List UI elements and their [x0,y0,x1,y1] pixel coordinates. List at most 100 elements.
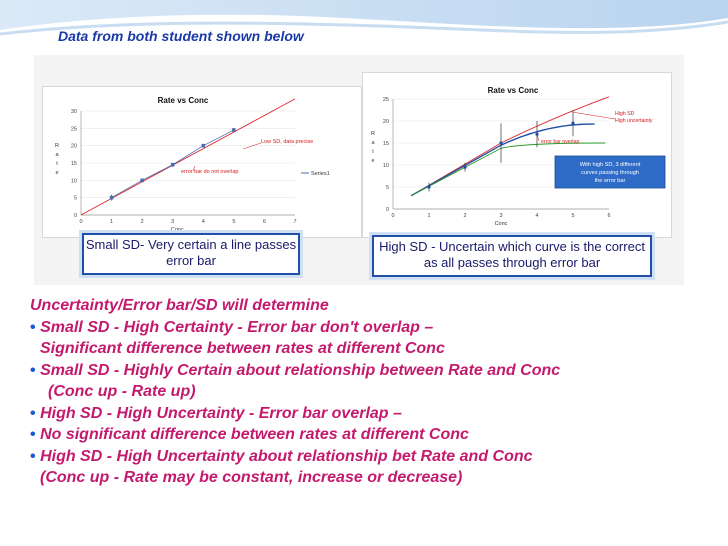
data-point [427,185,431,189]
y-axis-title-letter: e [371,158,374,164]
y-axis-title-letter: R [55,143,59,149]
y-tick-label: 25 [383,97,389,103]
x-tick-label: 5 [232,219,235,225]
y-tick-label: 5 [74,196,77,202]
y-tick-label: 25 [71,126,77,132]
chart-note-line: curves passing through [581,170,639,176]
annotation-no-overlap: error bar do not overlap [181,169,238,175]
y-tick-label: 10 [71,178,77,184]
annotation-arrow [572,111,616,120]
body-heading: Uncertainty/Error bar/SD will determine [30,297,329,314]
slide-title: Data from both student shown below [58,28,304,44]
annotation-arrow [242,142,262,150]
x-tick-label: 1 [427,213,430,219]
bullet-dot: • [30,361,36,379]
header-wave-decoration [0,0,728,36]
bullet-text-5: High SD - High Uncertainty about relatio… [40,447,533,465]
annotation-low-sd: Low SD, data precise [261,139,313,145]
y-tick-label: 0 [386,207,389,213]
bullet-dot: • [30,447,36,465]
chart-title: Rate vs Conc [488,86,539,95]
y-axis-title-letter: a [371,140,375,146]
data-point [109,195,114,200]
y-tick-label: 30 [71,109,77,115]
x-tick-label: 3 [171,219,174,225]
x-tick-label: 6 [607,213,610,219]
bullet-text-4: No significant difference between rates … [40,426,469,443]
chart-note-box [554,155,666,189]
x-tick-label: 4 [535,213,538,219]
curve-increasing [410,96,610,197]
y-axis-title-letter: R [371,131,375,137]
bullet-line-2-cont: (Conc up - Rate up) [30,381,710,403]
bullet-text-2-cont: (Conc up - Rate up) [48,383,196,400]
x-axis-title: Conc [495,221,508,227]
curve-saturating [410,123,595,197]
x-tick-label: 7 [293,219,296,225]
x-tick-label: 3 [499,213,502,219]
data-point [170,162,175,167]
y-axis-title-letter: e [55,170,58,176]
y-axis-title-letter: a [55,152,59,158]
y-tick-label: 5 [386,185,389,191]
bullet-text-3: High SD - High Uncertainty - Error bar o… [40,404,402,422]
callout-left: Small SD- Very certain a line passes err… [82,233,300,275]
x-axis-title: Conc [171,227,184,233]
right-chart: Rate vs Conc 0 5 10 15 20 25 0 1 2 3 4 5 6 Conc Rate Hig… [371,86,666,227]
x-tick-label: 4 [202,219,205,225]
x-tick-label: 0 [79,219,82,225]
bullet-line-2: • Small SD - Highly Certain about relati… [30,360,710,382]
x-tick-label: 1 [110,219,113,225]
annotation-overlap: error bar overlap [541,139,579,145]
legend-label: Series1 [311,171,330,177]
y-tick-label: 0 [74,213,77,219]
annotation-arrow [536,134,540,142]
bullet-line-5-cont: (Conc up - Rate may be constant, increas… [30,467,710,489]
bullet-text-2: Small SD - Highly Certain about relation… [40,361,561,379]
bullet-text-1-cont: Significant difference between rates at … [40,340,445,357]
bullet-dot: • [30,426,36,443]
y-tick-label: 20 [383,119,389,125]
callout-right-text: High SD - Uncertain which curve is the c… [379,239,645,270]
y-tick-label: 10 [383,163,389,169]
annotation-high-uncertainty: High uncertainty [615,118,653,124]
y-axis-title-letter: t [372,149,374,155]
callout-left-text: Small SD- Very certain a line passes err… [85,237,297,268]
bullet-dot: • [30,404,36,422]
callout-right: High SD - Uncertain which curve is the c… [372,235,652,277]
y-tick-label: 15 [383,141,389,147]
chart-title: Rate vs Conc [158,96,209,105]
bullet-line-4: • No significant difference between rate… [30,424,710,446]
x-tick-label: 6 [263,219,266,225]
y-axis-title-letter: t [56,161,58,167]
annotation-high-sd: High SD [615,111,635,117]
y-tick-label: 20 [71,144,77,150]
chart-note-line: With high SD, 3 different [580,162,641,168]
bullet-dot: • [30,318,36,336]
bullet-line-3: • High SD - High Uncertainty - Error bar… [30,403,710,425]
curve-constant [410,142,606,197]
x-tick-label: 5 [571,213,574,219]
data-point [140,178,144,183]
bullet-text-5-cont: (Conc up - Rate may be constant, increas… [40,469,463,486]
bullet-line-1: • Small SD - High Certainty - Error bar … [30,317,710,339]
body-text: Uncertainty/Error bar/SD will determine … [30,295,710,489]
bullet-text-1: Small SD - High Certainty - Error bar do… [40,318,434,336]
trend-line [80,98,296,216]
x-tick-label: 2 [141,219,144,225]
data-point [201,143,206,148]
bullet-line-1-cont: Significant difference between rates at … [30,338,710,360]
x-tick-label: 2 [463,213,466,219]
data-point [232,128,236,132]
data-point [571,121,575,125]
x-tick-label: 0 [391,213,394,219]
bullet-line-5: • High SD - High Uncertainty about relat… [30,446,710,468]
annotation-arrow [192,165,196,172]
data-point [463,165,467,169]
y-tick-label: 15 [71,161,77,167]
data-point [499,141,503,145]
chart-note-line: the error bar [595,178,626,184]
